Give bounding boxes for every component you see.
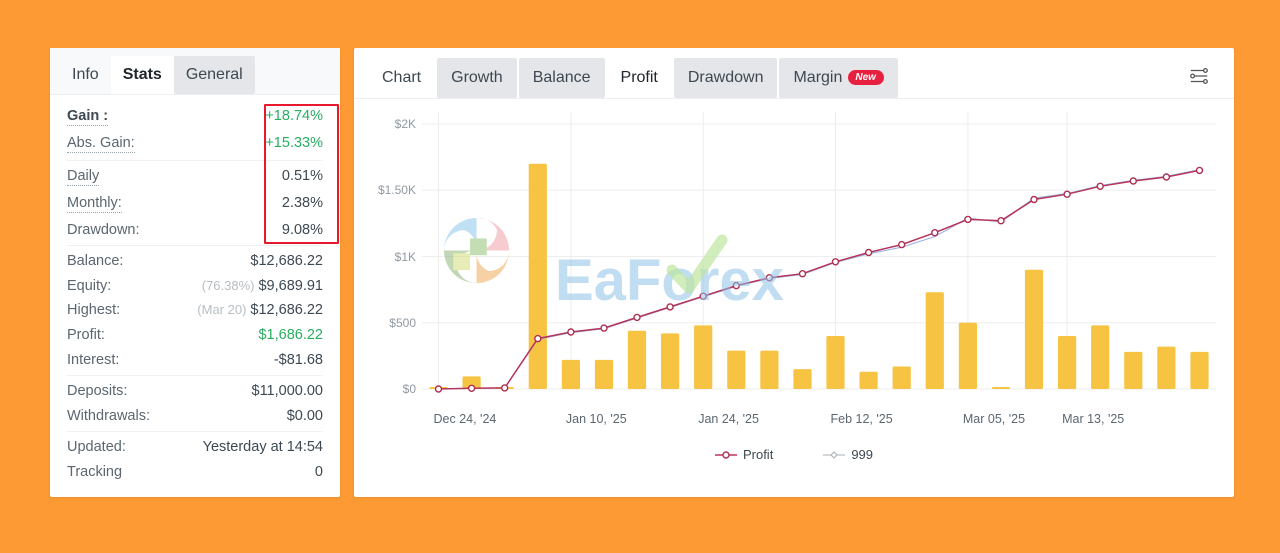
svg-text:EaForex: EaForex bbox=[555, 248, 784, 313]
